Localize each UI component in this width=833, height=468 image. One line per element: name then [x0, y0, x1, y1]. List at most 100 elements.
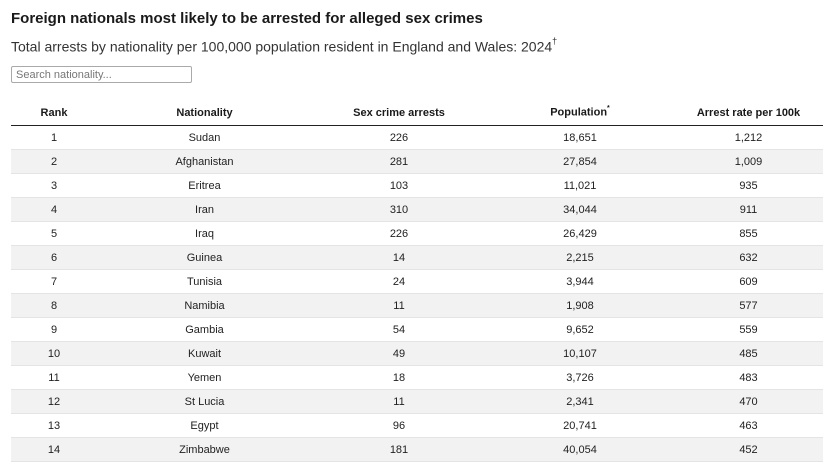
- column-header-population[interactable]: Population*: [486, 100, 674, 126]
- cell-rank: 9: [11, 317, 97, 342]
- table-row: 5 Iraq 226 26,429 855: [11, 221, 823, 246]
- cell-population: 3,726: [486, 365, 674, 390]
- cell-rate: 470: [674, 389, 823, 414]
- cell-rank: 6: [11, 245, 97, 270]
- cell-rate: 483: [674, 365, 823, 390]
- cell-nationality: Afghanistan: [97, 149, 312, 174]
- table-row: 10 Kuwait 49 10,107 485: [11, 341, 823, 366]
- chart-subtitle-text: Total arrests by nationality per 100,000…: [11, 38, 553, 55]
- cell-rank: 8: [11, 293, 97, 318]
- cell-arrests: 14: [312, 245, 486, 270]
- cell-rank: 5: [11, 221, 97, 246]
- cell-population: 9,652: [486, 317, 674, 342]
- cell-nationality: Zimbabwe: [97, 437, 312, 462]
- cell-rank: 3: [11, 173, 97, 198]
- cell-nationality: Gambia: [97, 317, 312, 342]
- cell-nationality: Yemen: [97, 365, 312, 390]
- chart-title: Foreign nationals most likely to be arre…: [11, 10, 483, 27]
- cell-rate: 463: [674, 413, 823, 438]
- cell-nationality: Namibia: [97, 293, 312, 318]
- chart-subtitle: Total arrests by nationality per 100,000…: [11, 36, 558, 55]
- column-header-arrests[interactable]: Sex crime arrests: [312, 100, 486, 126]
- cell-rate: 577: [674, 293, 823, 318]
- cell-rate: 935: [674, 173, 823, 198]
- cell-population: 11,021: [486, 173, 674, 198]
- cell-rate: 1,009: [674, 149, 823, 174]
- table-row: 13 Egypt 96 20,741 463: [11, 413, 823, 438]
- cell-rate: 632: [674, 245, 823, 270]
- subtitle-footnote-mark: †: [552, 36, 558, 46]
- cell-arrests: 226: [312, 125, 486, 150]
- table-row: 6 Guinea 14 2,215 632: [11, 245, 823, 270]
- cell-rate: 452: [674, 437, 823, 462]
- cell-nationality: St Lucia: [97, 389, 312, 414]
- cell-rank: 13: [11, 413, 97, 438]
- cell-rate: 559: [674, 317, 823, 342]
- cell-rank: 14: [11, 437, 97, 462]
- cell-population: 10,107: [486, 341, 674, 366]
- cell-arrests: 281: [312, 149, 486, 174]
- cell-nationality: Iraq: [97, 221, 312, 246]
- cell-arrests: 103: [312, 173, 486, 198]
- table-row: 14 Zimbabwe 181 40,054 452: [11, 437, 823, 462]
- population-footnote-mark: *: [607, 105, 610, 113]
- table-row: 8 Namibia 11 1,908 577: [11, 293, 823, 318]
- cell-population: 26,429: [486, 221, 674, 246]
- cell-arrests: 11: [312, 293, 486, 318]
- cell-arrests: 18: [312, 365, 486, 390]
- column-header-nationality[interactable]: Nationality: [97, 100, 312, 126]
- cell-nationality: Tunisia: [97, 269, 312, 294]
- table-row: 3 Eritrea 103 11,021 935: [11, 173, 823, 198]
- cell-population: 18,651: [486, 125, 674, 150]
- cell-population: 40,054: [486, 437, 674, 462]
- cell-rate: 1,212: [674, 125, 823, 150]
- cell-nationality: Eritrea: [97, 173, 312, 198]
- cell-rank: 1: [11, 125, 97, 150]
- table-row: 2 Afghanistan 281 27,854 1,009: [11, 149, 823, 174]
- cell-nationality: Iran: [97, 197, 312, 222]
- cell-arrests: 54: [312, 317, 486, 342]
- cell-rank: 4: [11, 197, 97, 222]
- cell-population: 2,341: [486, 389, 674, 414]
- cell-population: 20,741: [486, 413, 674, 438]
- cell-rate: 609: [674, 269, 823, 294]
- table-header-row: Rank Nationality Sex crime arrests Popul…: [11, 100, 823, 126]
- table-row: 11 Yemen 18 3,726 483: [11, 365, 823, 390]
- cell-nationality: Egypt: [97, 413, 312, 438]
- cell-nationality: Kuwait: [97, 341, 312, 366]
- cell-arrests: 49: [312, 341, 486, 366]
- column-header-rank[interactable]: Rank: [11, 100, 97, 126]
- cell-arrests: 96: [312, 413, 486, 438]
- table-row: 9 Gambia 54 9,652 559: [11, 317, 823, 342]
- cell-population: 2,215: [486, 245, 674, 270]
- table-row: 4 Iran 310 34,044 911: [11, 197, 823, 222]
- cell-rate: 911: [674, 197, 823, 222]
- cell-arrests: 226: [312, 221, 486, 246]
- data-table: Rank Nationality Sex crime arrests Popul…: [11, 100, 823, 462]
- cell-rank: 12: [11, 389, 97, 414]
- cell-population: 1,908: [486, 293, 674, 318]
- cell-nationality: Sudan: [97, 125, 312, 150]
- cell-rank: 2: [11, 149, 97, 174]
- table-row: 12 St Lucia 11 2,341 470: [11, 389, 823, 414]
- column-header-population-label: Population: [550, 106, 608, 119]
- cell-rank: 7: [11, 269, 97, 294]
- search-input[interactable]: [11, 66, 192, 83]
- table-row: 7 Tunisia 24 3,944 609: [11, 269, 823, 294]
- cell-rate: 855: [674, 221, 823, 246]
- cell-arrests: 24: [312, 269, 486, 294]
- table-row: 1 Sudan 226 18,651 1,212: [11, 125, 823, 150]
- cell-arrests: 310: [312, 197, 486, 222]
- cell-nationality: Guinea: [97, 245, 312, 270]
- cell-rate: 485: [674, 341, 823, 366]
- cell-rank: 11: [11, 365, 97, 390]
- cell-population: 34,044: [486, 197, 674, 222]
- cell-arrests: 11: [312, 389, 486, 414]
- cell-population: 27,854: [486, 149, 674, 174]
- cell-arrests: 181: [312, 437, 486, 462]
- cell-rank: 10: [11, 341, 97, 366]
- table-body: 1 Sudan 226 18,651 1,212 2 Afghanistan 281 27,85…: [11, 125, 823, 462]
- cell-population: 3,944: [486, 269, 674, 294]
- column-header-rate[interactable]: Arrest rate per 100k: [674, 100, 823, 126]
